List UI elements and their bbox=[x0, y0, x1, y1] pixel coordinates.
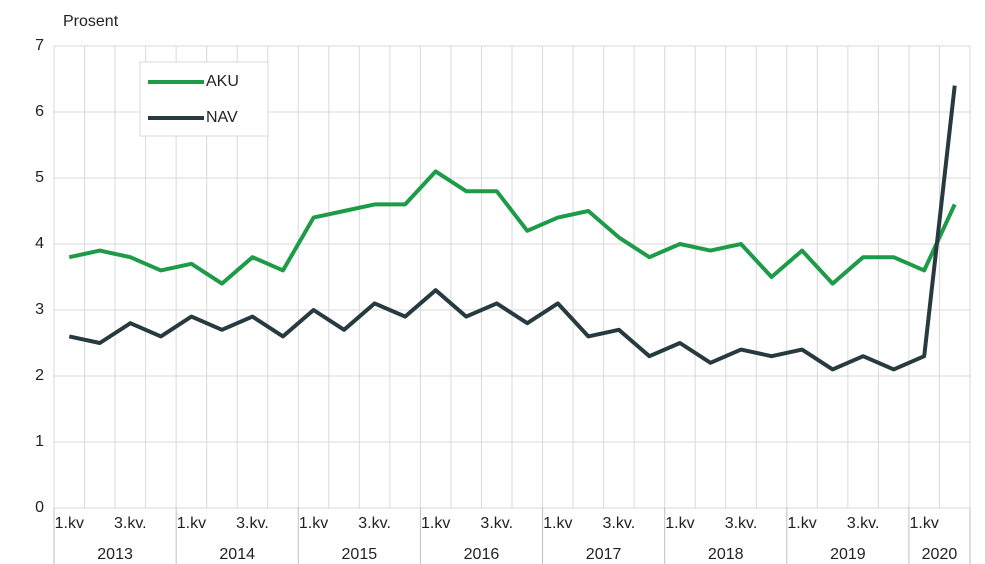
y-tick-label: 4 bbox=[35, 235, 44, 252]
x-tick-label: 1.kv bbox=[543, 515, 572, 532]
x-tick-label: 1.kv bbox=[421, 515, 450, 532]
legend-box bbox=[139, 61, 269, 137]
x-tick-label: 3.kv. bbox=[236, 515, 269, 532]
y-axis-label: Prosent bbox=[63, 13, 119, 30]
x-tick-label: 1.kv bbox=[177, 515, 206, 532]
x-tick-label: 3.kv. bbox=[603, 515, 636, 532]
x-tick-label: 1.kv bbox=[55, 515, 84, 532]
y-tick-label: 0 bbox=[35, 499, 44, 516]
legend-label: AKU bbox=[206, 73, 239, 90]
x-tick-label: 3.kv. bbox=[847, 515, 880, 532]
x-group-label: 2019 bbox=[830, 546, 866, 563]
y-tick-label: 1 bbox=[35, 433, 44, 450]
line-series bbox=[68, 85, 957, 372]
x-group-label: 2018 bbox=[708, 546, 744, 563]
line-series bbox=[68, 169, 957, 286]
x-group-label: 2013 bbox=[97, 546, 133, 563]
x-tick-label: 3.kv. bbox=[480, 515, 513, 532]
x-tick-label: 3.kv. bbox=[114, 515, 147, 532]
x-group-label: 2017 bbox=[586, 546, 622, 563]
x-tick-label: 3.kv. bbox=[725, 515, 758, 532]
x-group-label: 2015 bbox=[342, 546, 378, 563]
x-group-label: 2014 bbox=[219, 546, 255, 563]
x-tick-label: 1.kv bbox=[299, 515, 328, 532]
legend-label: NAV bbox=[206, 109, 238, 126]
x-tick-label: 1.kv bbox=[787, 515, 816, 532]
x-tick-label: 1.kv bbox=[910, 515, 939, 532]
y-tick-label: 3 bbox=[35, 301, 44, 318]
y-tick-label: 7 bbox=[35, 37, 44, 54]
x-tick-label: 1.kv bbox=[665, 515, 694, 532]
y-tick-label: 6 bbox=[35, 103, 44, 120]
x-group-label: 2020 bbox=[922, 546, 958, 563]
x-group-label: 2016 bbox=[464, 546, 500, 563]
y-tick-label: 2 bbox=[35, 367, 44, 384]
x-tick-label: 3.kv. bbox=[358, 515, 391, 532]
y-tick-label: 5 bbox=[35, 169, 44, 186]
